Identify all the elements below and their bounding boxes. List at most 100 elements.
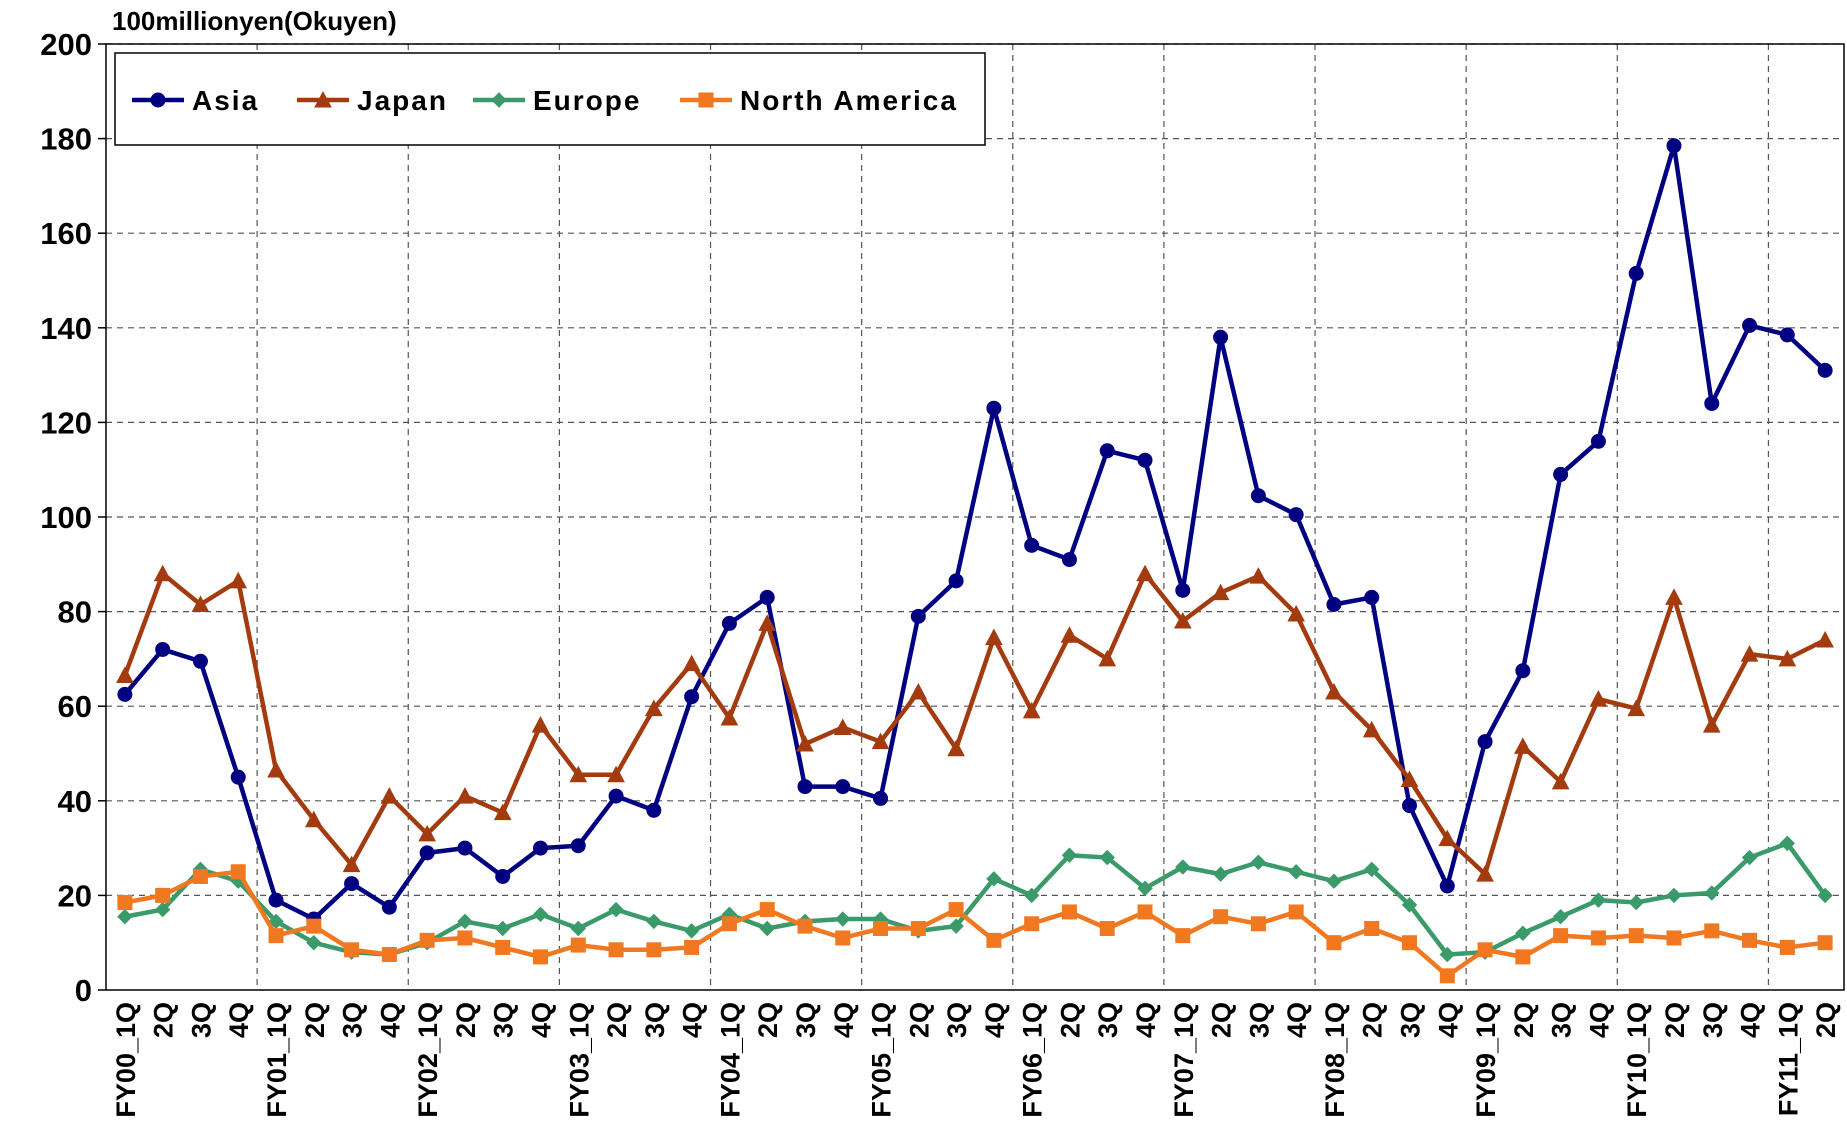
data-point (1627, 699, 1646, 717)
y-tick-label: 0 (75, 973, 92, 1008)
data-point (229, 571, 248, 589)
x-tick-label: FY11_1Q (1773, 1002, 1803, 1116)
x-tick-label: 2Q (1811, 1002, 1841, 1038)
x-tick-label: 3Q (186, 1002, 216, 1038)
data-point (495, 920, 511, 937)
data-point (342, 855, 361, 873)
data-point (344, 942, 360, 958)
x-tick-label: 3Q (1698, 1002, 1728, 1038)
y-tick-label: 60 (58, 689, 92, 724)
data-point (986, 400, 1002, 416)
x-tick-label: 2Q (904, 1002, 934, 1038)
data-point (1061, 847, 1078, 863)
data-point (1817, 935, 1833, 951)
data-point (1628, 928, 1644, 944)
x-tick-label: 2Q (1207, 1002, 1237, 1038)
data-point (1477, 734, 1493, 750)
data-point (495, 939, 511, 955)
data-point (948, 902, 964, 918)
data-point (1362, 720, 1381, 738)
data-point (230, 769, 246, 785)
x-tick-label: 3Q (791, 1002, 821, 1038)
data-point (457, 913, 473, 930)
data-point (495, 868, 511, 884)
x-tick-label: 4Q (829, 1002, 859, 1038)
data-point (1439, 946, 1455, 963)
data-point (1741, 849, 1758, 866)
data-point (1817, 362, 1833, 378)
data-point (1364, 921, 1380, 937)
data-point (1665, 588, 1683, 605)
x-tick-label: FY03_1Q (564, 1002, 594, 1118)
data-point (909, 682, 928, 700)
data-point (608, 901, 624, 918)
data-point (1779, 939, 1795, 955)
data-point (1175, 582, 1191, 598)
data-point (1175, 859, 1191, 875)
data-point (1628, 265, 1644, 281)
data-point (1250, 854, 1267, 870)
legend-marker (698, 92, 714, 108)
x-tick-label: 3Q (1244, 1002, 1274, 1038)
data-point (721, 615, 737, 631)
y-tick-label: 80 (58, 595, 92, 630)
x-tick-label: 4Q (678, 1002, 708, 1038)
x-tick-label: FY10_1Q (1622, 1002, 1652, 1118)
data-point (608, 788, 624, 804)
data-point (1326, 935, 1342, 951)
data-point (1137, 452, 1153, 468)
data-point (1023, 887, 1040, 904)
legend-marker (150, 92, 166, 108)
data-point (1136, 564, 1154, 582)
data-point (570, 920, 586, 937)
data-point (1364, 861, 1380, 878)
x-tick-label: FY09_1Q (1471, 1002, 1501, 1118)
data-point (947, 739, 965, 757)
data-point (306, 918, 322, 934)
data-point (1666, 930, 1682, 946)
data-point (117, 908, 133, 925)
data-point (986, 932, 1002, 948)
data-point (646, 802, 662, 818)
legend-label: North America (740, 85, 958, 116)
x-tick-label: 3Q (942, 1002, 972, 1038)
data-point (646, 942, 662, 958)
data-point (1817, 887, 1833, 904)
data-point (267, 760, 285, 778)
data-point (682, 654, 701, 672)
data-point (1099, 921, 1115, 937)
data-point (1213, 329, 1229, 345)
x-tick-label: FY08_1Q (1320, 1002, 1350, 1118)
x-tick-label: 4Q (1433, 1002, 1463, 1038)
x-tick-label: 4Q (1282, 1002, 1312, 1038)
y-tick-label: 120 (40, 405, 92, 440)
x-tick-label: 2Q (451, 1002, 481, 1038)
data-point (1024, 537, 1040, 553)
data-point (720, 708, 739, 726)
data-point (418, 824, 436, 842)
data-point (1476, 865, 1494, 882)
y-tick-label: 20 (58, 878, 92, 913)
x-tick-label: 3Q (1547, 1002, 1577, 1038)
data-point (1628, 894, 1644, 911)
data-point (1778, 649, 1797, 667)
data-point (1515, 925, 1531, 941)
y-tick-label: 180 (40, 122, 92, 157)
data-point (607, 765, 625, 783)
data-point (910, 921, 926, 937)
data-point (1099, 849, 1115, 866)
data-point (796, 734, 814, 752)
data-point (1400, 770, 1419, 788)
data-point (154, 901, 171, 918)
data-point (381, 899, 397, 915)
data-point (1704, 885, 1720, 901)
data-point (304, 810, 323, 828)
x-tick-label: 4Q (224, 1002, 254, 1038)
data-point (1401, 897, 1418, 913)
data-point (493, 803, 512, 821)
data-point (1173, 611, 1192, 629)
data-point (1287, 604, 1305, 622)
data-point (1551, 772, 1570, 790)
data-point (533, 840, 548, 856)
data-point (1024, 916, 1040, 932)
